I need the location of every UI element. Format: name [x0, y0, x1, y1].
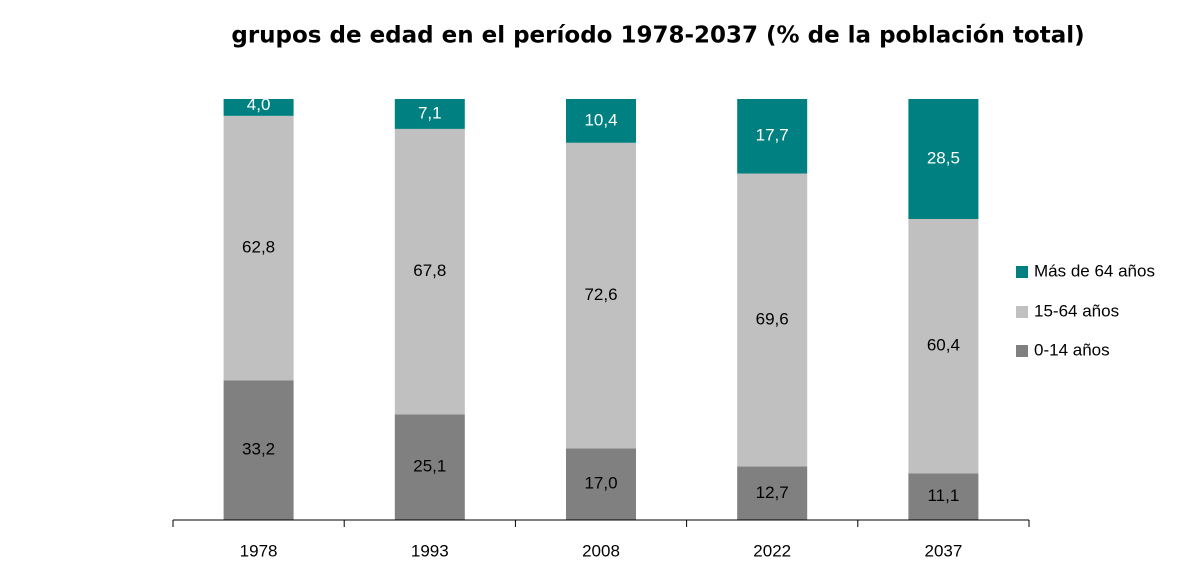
- value-label: 17,0: [584, 474, 617, 493]
- x-tick-label: 1993: [411, 541, 449, 560]
- bar-segment: [566, 142, 636, 449]
- bar-segment: [737, 466, 808, 520]
- bar-segment: [394, 99, 465, 129]
- value-label: 33,2: [242, 440, 275, 459]
- value-label: 72,6: [584, 285, 617, 304]
- bar-segment: [737, 173, 808, 467]
- value-label: 17,7: [756, 126, 789, 145]
- bar-segment: [908, 218, 979, 474]
- value-label: 7,1: [418, 103, 442, 122]
- bar-segment: [223, 380, 294, 520]
- legend-swatch: [1016, 345, 1028, 357]
- value-label: 12,7: [756, 483, 789, 502]
- legend-swatch: [1016, 266, 1028, 278]
- bar-segment: [908, 473, 979, 520]
- bar-segment: [394, 128, 465, 415]
- bar-segment: [223, 115, 294, 381]
- value-label: 62,8: [242, 238, 275, 257]
- value-label: 60,4: [927, 336, 960, 355]
- legend-label: 0-14 años: [1034, 340, 1110, 359]
- value-label: 11,1: [927, 486, 959, 505]
- value-label: 25,1: [413, 457, 446, 476]
- x-tick-label: 1978: [240, 541, 278, 560]
- bar-segment: [223, 99, 294, 116]
- x-tick-label: 2037: [924, 541, 962, 560]
- chart-title: grupos de edad en el período 1978-2037 (…: [231, 23, 1084, 49]
- x-tick-label: 2008: [582, 541, 620, 560]
- bar-segment: [394, 414, 465, 520]
- legend-label: Más de 64 años: [1034, 261, 1155, 280]
- bar-segment: [908, 99, 979, 219]
- x-tick-label: 2022: [753, 541, 791, 560]
- value-label: 10,4: [584, 110, 617, 129]
- value-label: 28,5: [927, 148, 960, 167]
- legend-swatch: [1016, 306, 1028, 318]
- bar-segment: [737, 99, 808, 174]
- value-label: 67,8: [413, 261, 446, 280]
- bar-segment: [566, 99, 636, 143]
- value-label: 69,6: [756, 310, 789, 329]
- legend-label: 15-64 años: [1034, 301, 1119, 320]
- value-label: 4,0: [247, 95, 271, 114]
- bar-segment: [566, 448, 636, 520]
